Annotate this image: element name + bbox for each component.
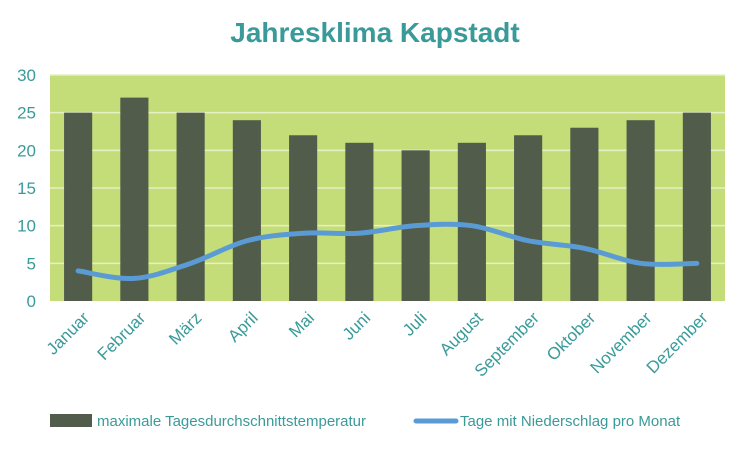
- bar-series: [64, 97, 711, 302]
- bar: [120, 97, 149, 301]
- x-axis: Januar Februar März April Mai Juni Juli AugustS…: [43, 308, 712, 380]
- x-tick-label: Dezember: [643, 308, 712, 377]
- line-point: [132, 276, 136, 280]
- bar: [457, 142, 486, 301]
- line-point: [526, 239, 530, 243]
- line-point: [245, 239, 249, 243]
- x-tick-label: Oktober: [543, 308, 599, 364]
- y-axis: 0 5 10 15 20 25 30: [17, 66, 36, 311]
- x-tick-label: März: [165, 308, 205, 348]
- line-point: [639, 261, 643, 265]
- line-point: [582, 246, 586, 250]
- x-tick-label: Juli: [399, 308, 430, 339]
- bar: [176, 112, 205, 302]
- x-tick-label: Mai: [285, 308, 318, 341]
- bar: [289, 135, 318, 301]
- x-tick-label: Januar: [43, 308, 93, 358]
- y-tick-label: 20: [17, 141, 36, 160]
- y-tick-label: 5: [27, 254, 36, 273]
- y-tick-label: 0: [27, 292, 36, 311]
- bar: [514, 135, 543, 301]
- legend: maximale Tagesdurchschnittstemperatur Tag…: [50, 413, 681, 430]
- chart-title: Jahresklima Kapstadt: [230, 17, 519, 48]
- x-tick-label: April: [224, 308, 261, 345]
- line-point: [414, 224, 418, 228]
- line-point: [301, 231, 305, 235]
- line-point: [76, 269, 80, 273]
- bar: [570, 127, 599, 301]
- line-point: [695, 261, 699, 265]
- bar: [345, 142, 374, 301]
- legend-label-bar: maximale Tagesdurchschnittstemperatur: [97, 413, 366, 430]
- x-tick-label: August: [436, 308, 487, 359]
- y-tick-label: 15: [17, 179, 36, 198]
- x-tick-label: Februar: [94, 308, 150, 364]
- line-point: [470, 224, 474, 228]
- line-point: [357, 231, 361, 235]
- line-point: [189, 261, 193, 265]
- legend-swatch-bar: [50, 414, 92, 427]
- line-series: [75, 221, 700, 281]
- x-tick-label: Juni: [339, 308, 374, 343]
- y-tick-label: 30: [17, 66, 36, 85]
- line-path: [75, 221, 700, 281]
- bar: [232, 120, 261, 301]
- bar: [626, 120, 655, 301]
- y-tick-label: 25: [17, 104, 36, 123]
- y-tick-label: 10: [17, 217, 36, 236]
- bar: [682, 112, 711, 302]
- gridlines: [50, 74, 725, 265]
- legend-label-line: Tage mit Niederschlag pro Monat: [460, 413, 681, 430]
